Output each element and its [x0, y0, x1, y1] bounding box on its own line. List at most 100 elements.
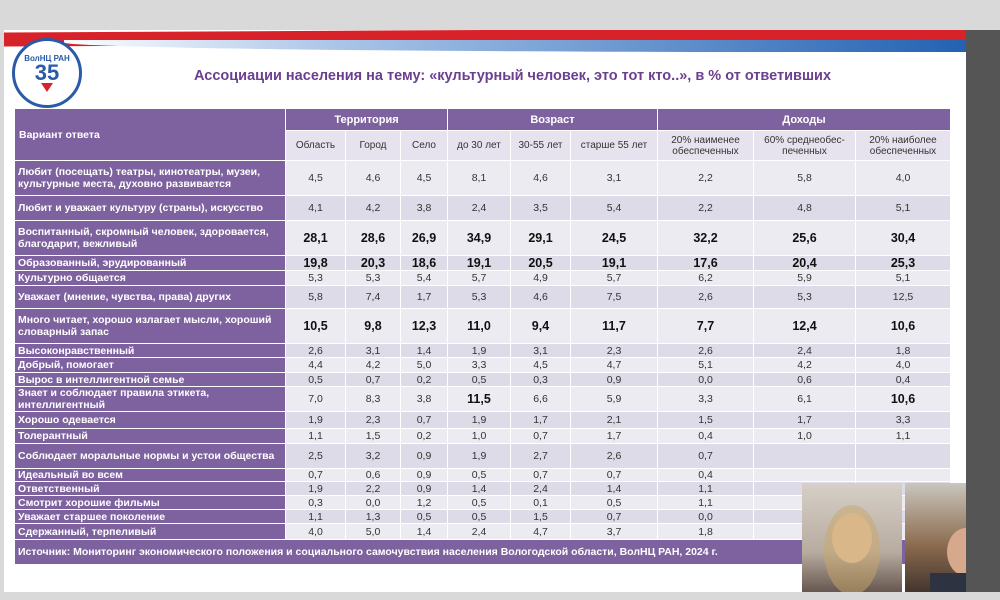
- row-label: Любит и уважает культуру (страны), искус…: [14, 195, 286, 221]
- row-label: Сдержанный, терпеливый: [14, 523, 286, 540]
- group-income: Доходы: [657, 108, 951, 131]
- table-cell: 0,5: [400, 509, 448, 524]
- row-label: Много читает, хорошо излагает мысли, хор…: [14, 308, 286, 344]
- table-cell: 17,6: [657, 255, 754, 271]
- table-cell: 0,7: [510, 468, 571, 482]
- table-cell: 3,5: [510, 195, 571, 221]
- table-cell: 30,4: [855, 220, 951, 256]
- table-cell: 1,1: [657, 481, 754, 496]
- group-age: Возраст: [447, 108, 658, 131]
- table-cell: 1,7: [753, 411, 856, 429]
- slide-title: Ассоциации населения на тему: «культурны…: [194, 68, 832, 84]
- video-tile-participant-2[interactable]: [905, 483, 966, 592]
- table-cell: 2,4: [753, 343, 856, 358]
- table-cell: 5,7: [570, 270, 658, 286]
- table-cell: 11,7: [570, 308, 658, 344]
- table-cell: 0,4: [855, 372, 951, 387]
- table-cell: 0,2: [400, 428, 448, 444]
- logo-org: ВолНЦ РАН: [24, 54, 70, 63]
- table-row: Добрый, помогает 4,4 4,2 5,0 3,3 4,5 4,7 5,1 4,2…: [14, 357, 951, 373]
- table-cell: 1,4: [447, 481, 511, 496]
- table-cell: 20,5: [510, 255, 571, 271]
- table-cell: 5,8: [753, 160, 856, 196]
- table-cell: 12,3: [400, 308, 448, 344]
- table-cell: 4,2: [753, 357, 856, 373]
- table-cell: 3,2: [345, 443, 401, 469]
- table-cell: 4,5: [285, 160, 346, 196]
- table-cell: 4,2: [345, 195, 401, 221]
- table-cell: 0,4: [657, 468, 754, 482]
- column-header: 20% наиболее обеспеченных: [855, 130, 951, 161]
- video-tile-participant-1[interactable]: [802, 483, 902, 592]
- table-cell: 5,0: [345, 523, 401, 540]
- table-cell: 2,4: [447, 523, 511, 540]
- table-cell: 1,4: [400, 343, 448, 358]
- table-cell: 5,9: [753, 270, 856, 286]
- table-cell: 1,4: [400, 523, 448, 540]
- column-header: 20% наименее обеспеченных: [657, 130, 754, 161]
- table-cell: 3,3: [447, 357, 511, 373]
- table-cell: 5,4: [570, 195, 658, 221]
- table-cell: 19,1: [570, 255, 658, 271]
- table-cell: 1,1: [657, 495, 754, 510]
- table-cell: 0,5: [285, 372, 346, 387]
- table-cell: 8,1: [447, 160, 511, 196]
- table-cell: 2,3: [570, 343, 658, 358]
- table-cell: 0,5: [447, 468, 511, 482]
- table-cell: 12,4: [753, 308, 856, 344]
- table-cell: 20,3: [345, 255, 401, 271]
- table-cell: 4,7: [510, 523, 571, 540]
- table-cell: 9,4: [510, 308, 571, 344]
- row-label: Уважает старшее поколение: [14, 509, 286, 524]
- column-header: Область: [285, 130, 346, 161]
- table-cell: 1,5: [510, 509, 571, 524]
- logo-triangle-icon: [41, 83, 53, 92]
- row-label: Уважает (мнение, чувства, права) других: [14, 285, 286, 309]
- row-label: Образованный, эрудированный: [14, 255, 286, 271]
- column-header: до 30 лет: [447, 130, 511, 161]
- table-cell: 4,5: [400, 160, 448, 196]
- table-cell: 2,6: [285, 343, 346, 358]
- column-header: Село: [400, 130, 448, 161]
- table-cell: 29,1: [510, 220, 571, 256]
- table-cell: 1,9: [285, 411, 346, 429]
- table-cell: 1,7: [570, 428, 658, 444]
- participant-face: [947, 528, 966, 576]
- table-cell: 3,3: [855, 411, 951, 429]
- table-row: Много читает, хорошо излагает мысли, хор…: [14, 308, 951, 344]
- table-cell: 4,9: [510, 270, 571, 286]
- table-cell: 3,8: [400, 195, 448, 221]
- participant-suit: [930, 573, 966, 592]
- table-cell: 0,7: [570, 509, 658, 524]
- row-label: Соблюдает моральные нормы и устои общест…: [14, 443, 286, 469]
- table-cell: 5,3: [447, 285, 511, 309]
- table-cell: 10,6: [855, 308, 951, 344]
- row-header: Вариант ответа: [14, 108, 286, 161]
- table-cell: 1,7: [510, 411, 571, 429]
- table-cell: 0,5: [570, 495, 658, 510]
- table-cell: 10,5: [285, 308, 346, 344]
- table-cell: 2,3: [345, 411, 401, 429]
- table-cell: 9,8: [345, 308, 401, 344]
- table-cell: 2,7: [510, 443, 571, 469]
- table-cell: 3,3: [657, 386, 754, 412]
- table-cell: 0,5: [447, 509, 511, 524]
- table-cell: 2,2: [657, 160, 754, 196]
- table-cell: 1,9: [447, 411, 511, 429]
- table-cell: 19,1: [447, 255, 511, 271]
- table-cell: [753, 443, 856, 469]
- table-row: Любит (посещать) театры, кинотеатры, муз…: [14, 160, 951, 196]
- table-row: Соблюдает моральные нормы и устои общест…: [14, 443, 951, 469]
- table-cell: 1,4: [570, 481, 658, 496]
- table-cell: 5,3: [753, 285, 856, 309]
- table-cell: 1,1: [285, 509, 346, 524]
- table-cell: 7,0: [285, 386, 346, 412]
- table-cell: 3,1: [345, 343, 401, 358]
- table-cell: 2,1: [570, 411, 658, 429]
- table-cell: 0,0: [657, 372, 754, 387]
- table-cell: 0,7: [400, 411, 448, 429]
- table-cell: 7,7: [657, 308, 754, 344]
- table-cell: 25,6: [753, 220, 856, 256]
- volnc-logo: ВолНЦ РАН 35: [12, 38, 82, 108]
- table-cell: 32,2: [657, 220, 754, 256]
